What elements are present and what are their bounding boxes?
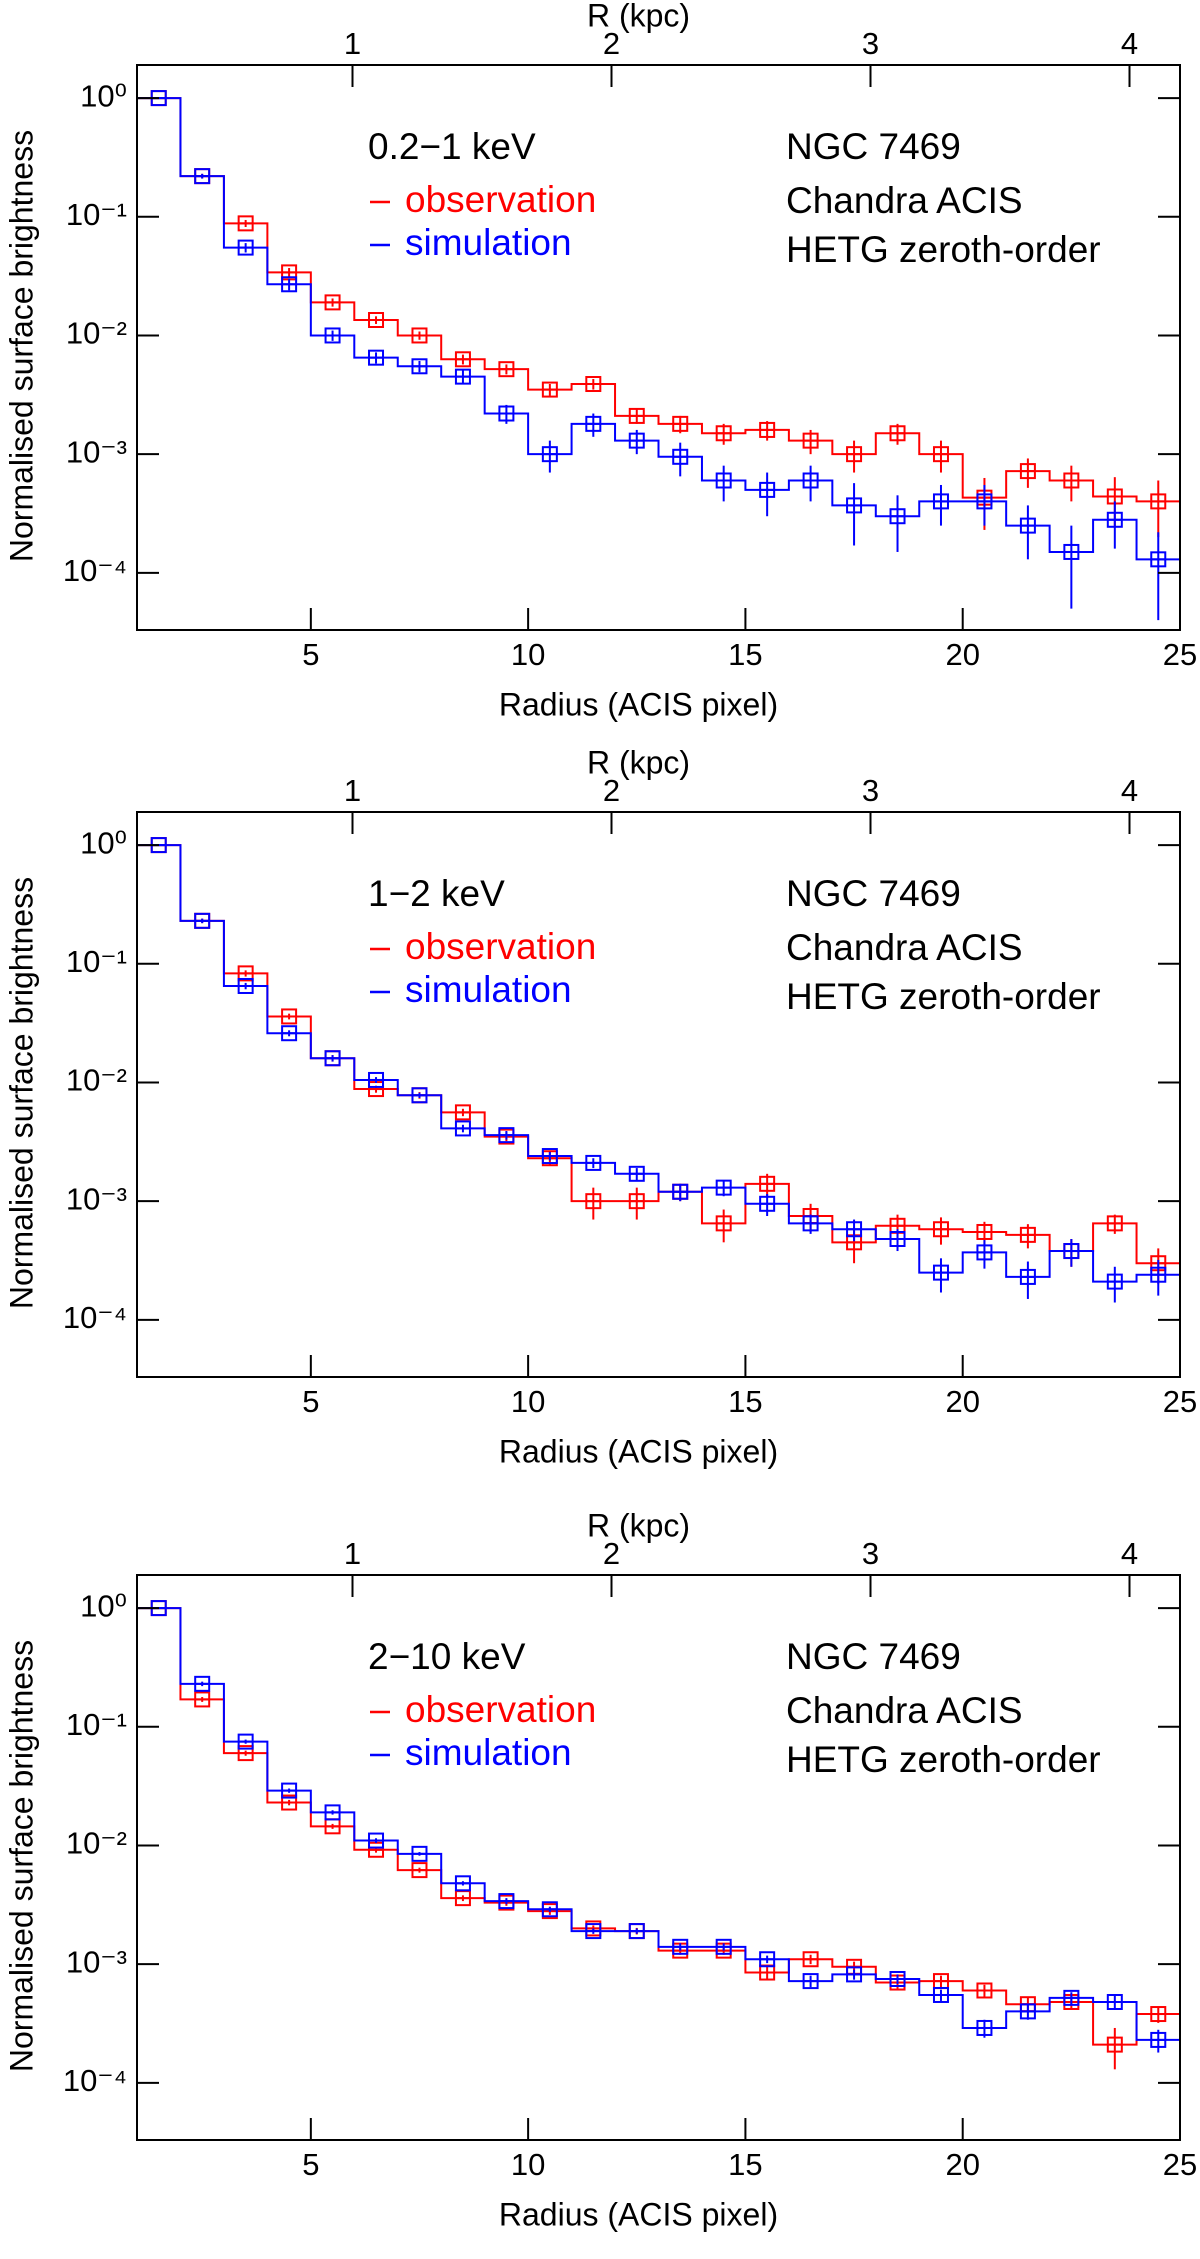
annotation: HETG zeroth-order [786, 1739, 1101, 1780]
annotation: HETG zeroth-order [786, 976, 1101, 1017]
x2-tick-label: 2 [603, 1536, 620, 1571]
annotation: 1−2 keV [368, 873, 505, 914]
legend-label: simulation [405, 969, 572, 1010]
x-tick-label: 5 [302, 637, 319, 672]
annotation: 2−10 keV [368, 1636, 526, 1677]
y-tick-label: 10⁻³ [66, 1944, 127, 1979]
y-tick-label: 10⁻² [66, 1063, 127, 1098]
x2-axis-label: R (kpc) [587, 0, 690, 33]
step-outline [137, 97, 1180, 561]
y-tick-label: 10⁻³ [66, 434, 127, 469]
annotation: NGC 7469 [786, 873, 961, 914]
annotation: NGC 7469 [786, 1636, 961, 1677]
y-axis-label: Normalised surface brightness [3, 877, 39, 1309]
x-tick-label: 5 [302, 1384, 319, 1419]
plot-area [137, 1600, 1180, 2070]
x2-tick-label: 4 [1121, 1536, 1138, 1571]
y-tick-label: 10⁰ [80, 825, 127, 860]
plot-frame [136, 1574, 1181, 2141]
x2-tick-label: 2 [603, 26, 620, 61]
legend-label: observation [405, 926, 596, 967]
x2-axis-label: R (kpc) [587, 1507, 690, 1543]
x-tick-label: 20 [945, 2147, 979, 2182]
step-outline [137, 1607, 1180, 2041]
plot-area [137, 90, 1180, 621]
y-tick-label: 10⁻² [66, 316, 127, 351]
x-tick-label: 10 [511, 2147, 545, 2182]
x-tick-label: 25 [1163, 637, 1197, 672]
x2-tick-label: 1 [344, 26, 361, 61]
plot-frame [136, 64, 1181, 631]
x-tick-label: 10 [511, 637, 545, 672]
y-tick-label: 10⁻¹ [66, 1707, 127, 1742]
x2-tick-label: 4 [1121, 26, 1138, 61]
chart-panel: 5 10 15 20 25 1 2 3 4 10⁻⁴ 10⁻³ 10⁻² 10⁻¹ 10⁰ Radius (… [3, 1507, 1197, 2232]
y-tick-label: 10⁻³ [66, 1181, 127, 1216]
y-axis-label: Normalised surface brightness [3, 1640, 39, 2072]
legend-label: observation [405, 179, 596, 220]
x2-tick-label: 3 [862, 26, 879, 61]
step-outline [137, 1607, 1180, 2046]
annotation: Chandra ACIS [786, 927, 1023, 968]
annotation: Chandra ACIS [786, 1690, 1023, 1731]
annotation: NGC 7469 [786, 126, 961, 167]
chart-panel: 5 10 15 20 25 1 2 3 4 10⁻⁴ 10⁻³ 10⁻² 10⁻¹ 10⁰ Radius (… [3, 0, 1197, 722]
x-tick-label: 15 [728, 2147, 762, 2182]
x-tick-label: 25 [1163, 2147, 1197, 2182]
y-tick-label: 10⁰ [80, 78, 127, 113]
x-axis-label: Radius (ACIS pixel) [499, 686, 778, 722]
annotation: Chandra ACIS [786, 180, 1023, 221]
x2-tick-label: 1 [344, 1536, 361, 1571]
x2-tick-label: 3 [862, 1536, 879, 1571]
x-tick-label: 5 [302, 2147, 319, 2182]
plot-frame [136, 811, 1181, 1378]
annotation: 0.2−1 keV [368, 126, 536, 167]
x2-tick-label: 4 [1121, 773, 1138, 808]
x2-tick-label: 1 [344, 773, 361, 808]
x-tick-label: 25 [1163, 1384, 1197, 1419]
legend-label: observation [405, 1689, 596, 1730]
x-tick-label: 20 [945, 637, 979, 672]
x-tick-label: 15 [728, 637, 762, 672]
plot-area [137, 837, 1180, 1303]
y-axis-label: Normalised surface brightness [3, 130, 39, 562]
x2-axis-label: R (kpc) [587, 744, 690, 780]
legend-label: simulation [405, 222, 572, 263]
x-tick-label: 20 [945, 1384, 979, 1419]
step-outline [137, 844, 1180, 1265]
y-tick-label: 10⁻⁴ [63, 553, 127, 588]
y-tick-label: 10⁻⁴ [63, 1300, 127, 1335]
x-axis-label: Radius (ACIS pixel) [499, 1433, 778, 1469]
y-tick-label: 10⁻⁴ [63, 2063, 127, 2098]
x2-tick-label: 2 [603, 773, 620, 808]
x2-tick-label: 3 [862, 773, 879, 808]
step-outline [137, 844, 1180, 1283]
x-tick-label: 15 [728, 1384, 762, 1419]
y-tick-label: 10⁰ [80, 1588, 127, 1623]
chart-panel: 5 10 15 20 25 1 2 3 4 10⁻⁴ 10⁻³ 10⁻² 10⁻¹ 10⁰ Radius (… [3, 744, 1197, 1469]
x-tick-label: 10 [511, 1384, 545, 1419]
legend-label: simulation [405, 1732, 572, 1773]
x-axis-label: Radius (ACIS pixel) [499, 2196, 778, 2232]
y-tick-label: 10⁻² [66, 1826, 127, 1861]
y-tick-label: 10⁻¹ [66, 944, 127, 979]
annotation: HETG zeroth-order [786, 229, 1101, 270]
y-tick-label: 10⁻¹ [66, 197, 127, 232]
